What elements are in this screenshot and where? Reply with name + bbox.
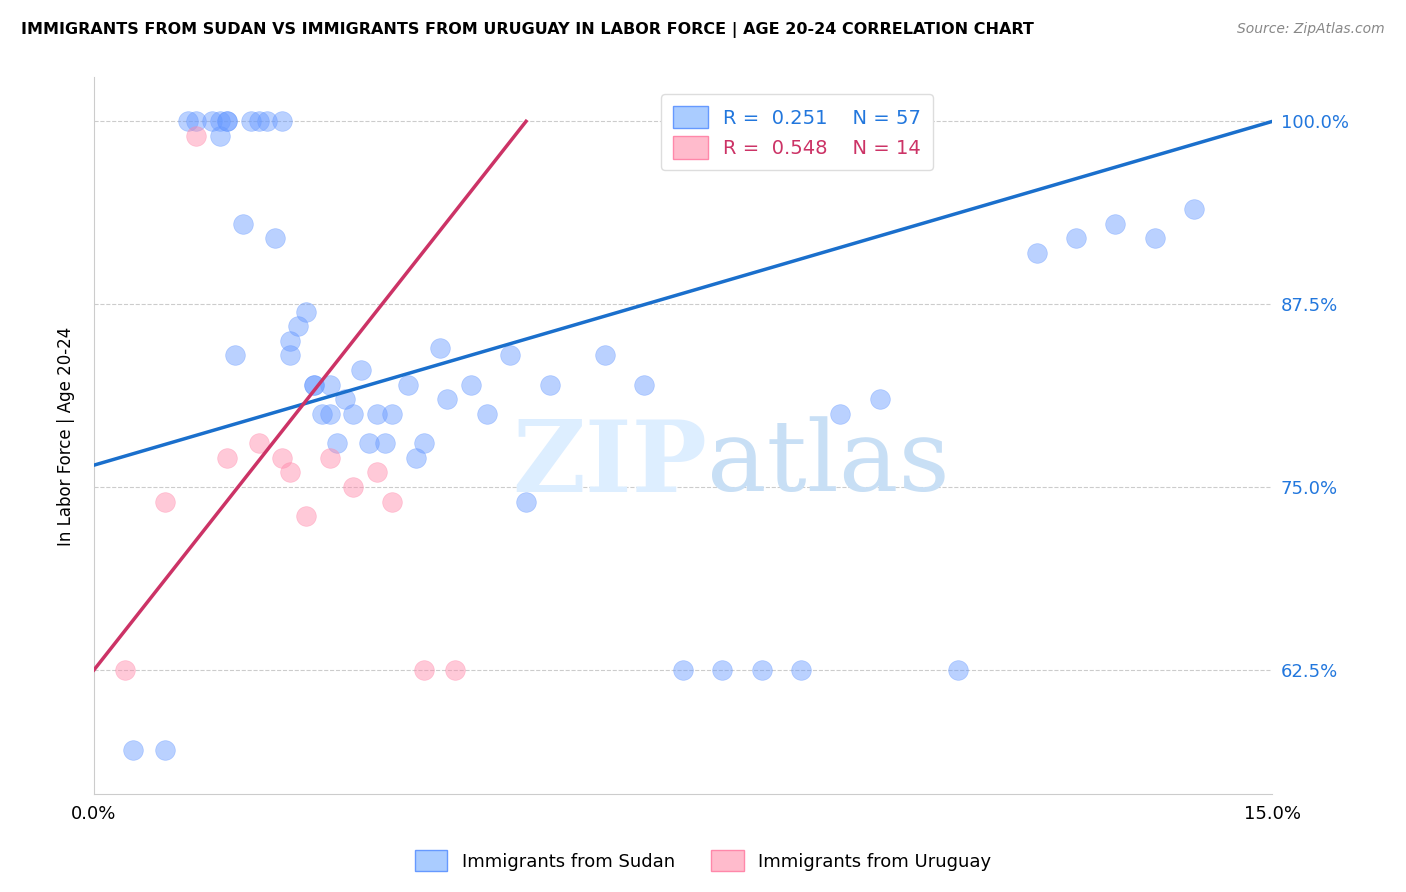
Point [1064, 231, 1087, 245]
Point [1143, 231, 1166, 245]
Point [271, 114, 294, 128]
Point [413, 436, 436, 450]
Point [436, 392, 458, 407]
Point [201, 114, 224, 128]
Point [460, 377, 482, 392]
Point [318, 377, 340, 392]
Point [672, 663, 695, 677]
Point [869, 392, 891, 407]
Point [114, 663, 136, 677]
Point [499, 348, 522, 362]
Point [711, 663, 734, 677]
Point [326, 436, 349, 450]
Point [374, 436, 396, 450]
Point [256, 114, 278, 128]
Point [318, 450, 340, 465]
Point [208, 128, 231, 143]
Text: atlas: atlas [707, 417, 949, 513]
Point [335, 392, 357, 407]
Point [302, 377, 325, 392]
Point [381, 407, 404, 421]
Y-axis label: In Labor Force | Age 20-24: In Labor Force | Age 20-24 [58, 326, 75, 546]
Point [538, 377, 561, 392]
Point [357, 436, 380, 450]
Legend: R =  0.251    N = 57, R =  0.548    N = 14: R = 0.251 N = 57, R = 0.548 N = 14 [661, 95, 932, 170]
Text: Source: ZipAtlas.com: Source: ZipAtlas.com [1237, 22, 1385, 37]
Point [153, 743, 176, 757]
Text: IMMIGRANTS FROM SUDAN VS IMMIGRANTS FROM URUGUAY IN LABOR FORCE | AGE 20-24 CORR: IMMIGRANTS FROM SUDAN VS IMMIGRANTS FROM… [21, 22, 1033, 38]
Point [247, 436, 270, 450]
Point [751, 663, 773, 677]
Point [122, 743, 145, 757]
Point [263, 231, 285, 245]
Point [302, 377, 325, 392]
Point [381, 494, 404, 508]
Point [184, 128, 207, 143]
Point [1104, 217, 1126, 231]
Point [224, 348, 246, 362]
Point [413, 663, 436, 677]
Point [350, 363, 373, 377]
Point [311, 407, 333, 421]
Point [633, 377, 655, 392]
Point [247, 114, 270, 128]
Point [217, 114, 239, 128]
Point [396, 377, 419, 392]
Text: ZIP: ZIP [512, 416, 707, 513]
Point [475, 407, 498, 421]
Point [208, 114, 231, 128]
Point [287, 319, 309, 334]
Point [366, 407, 388, 421]
Point [240, 114, 263, 128]
Point [280, 466, 302, 480]
Point [271, 450, 294, 465]
Point [1182, 202, 1205, 216]
Point [444, 663, 467, 677]
Point [405, 450, 427, 465]
Point [280, 348, 302, 362]
Point [342, 480, 364, 494]
Point [280, 334, 302, 348]
Point [217, 114, 239, 128]
Point [232, 217, 254, 231]
Point [318, 407, 340, 421]
Point [1025, 246, 1047, 260]
Point [429, 341, 451, 355]
Point [295, 509, 318, 524]
Point [217, 450, 239, 465]
Point [366, 466, 388, 480]
Point [184, 114, 207, 128]
Point [948, 663, 970, 677]
Point [515, 494, 537, 508]
Point [295, 304, 318, 318]
Point [593, 348, 616, 362]
Legend: Immigrants from Sudan, Immigrants from Uruguay: Immigrants from Sudan, Immigrants from U… [408, 843, 998, 879]
Point [830, 407, 852, 421]
Point [177, 114, 200, 128]
Point [342, 407, 364, 421]
Point [153, 494, 176, 508]
Point [790, 663, 813, 677]
